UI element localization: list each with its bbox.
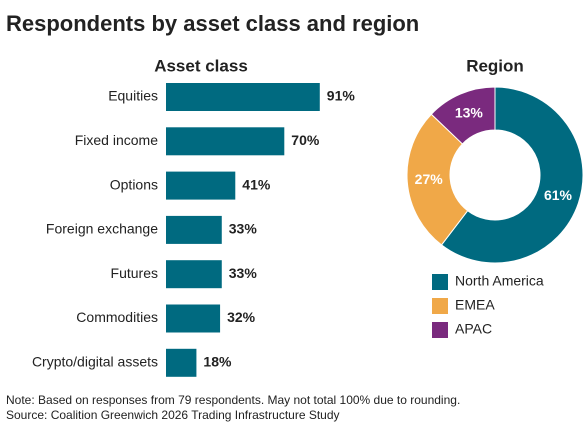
bar bbox=[166, 215, 222, 244]
category-label: Fixed income bbox=[75, 132, 158, 148]
chart-subtitle: Asset class bbox=[154, 56, 248, 75]
category-label: Foreign exchange bbox=[46, 221, 158, 237]
legend-swatch bbox=[432, 298, 448, 314]
category-label: Equities bbox=[108, 88, 158, 104]
chart-subtitle: Region bbox=[466, 56, 524, 75]
value-label: 91% bbox=[327, 88, 356, 104]
value-label: 13% bbox=[455, 105, 484, 121]
value-label: 61% bbox=[544, 187, 573, 203]
bar bbox=[166, 260, 222, 289]
donut-slice bbox=[440, 86, 584, 264]
donut-slice bbox=[430, 86, 496, 145]
value-label: 70% bbox=[291, 132, 320, 148]
source: Source: Coalition Greenwich 2026 Trading… bbox=[6, 408, 340, 422]
legend-label: APAC bbox=[455, 321, 492, 337]
value-label: 32% bbox=[227, 309, 256, 325]
bar bbox=[166, 348, 197, 377]
legend-swatch bbox=[432, 274, 448, 290]
donut-slice bbox=[406, 113, 469, 246]
value-label: 33% bbox=[229, 221, 258, 237]
bar bbox=[166, 127, 285, 156]
legend-label: EMEA bbox=[455, 297, 495, 313]
value-label: 41% bbox=[242, 176, 271, 192]
bar bbox=[166, 83, 320, 111]
category-label: Crypto/digital assets bbox=[32, 354, 158, 370]
category-label: Options bbox=[110, 176, 158, 192]
category-label: Futures bbox=[111, 265, 158, 281]
page-title: Respondents by asset class and region bbox=[6, 11, 419, 36]
legend-label: North America bbox=[455, 273, 544, 289]
value-label: 18% bbox=[203, 354, 232, 370]
note: Note: Based on responses from 79 respond… bbox=[6, 393, 460, 407]
value-label: 33% bbox=[229, 265, 258, 281]
bar bbox=[166, 304, 221, 333]
bar bbox=[166, 171, 236, 200]
legend-swatch bbox=[432, 322, 448, 338]
value-label: 27% bbox=[415, 171, 444, 187]
category-label: Commodities bbox=[76, 309, 158, 325]
